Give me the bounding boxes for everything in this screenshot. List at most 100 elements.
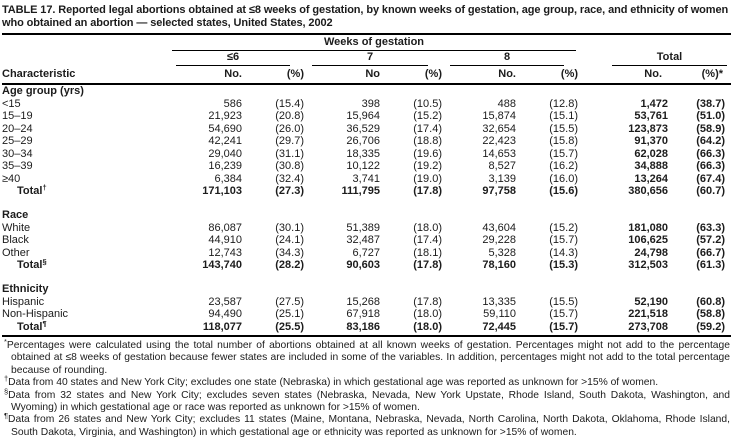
section-header: Age group (yrs) <box>2 85 84 97</box>
cell-number: 3,741 <box>352 172 380 185</box>
cell-number: 32,487 <box>346 234 380 246</box>
row-label-text: 35–39 <box>2 160 33 172</box>
cell-number: 29,228 <box>482 234 516 246</box>
table-header: Weeks of gestation ≤6 7 8 Total Characte… <box>2 36 732 85</box>
cell-percent: (57.2) <box>696 234 726 246</box>
column-gap <box>578 123 600 136</box>
column-gap <box>578 110 600 123</box>
cell-number: 5,328 <box>488 246 516 259</box>
spacer-cell <box>2 36 168 51</box>
cell-percent: (27.3) <box>275 185 304 197</box>
column-gap <box>578 185 600 198</box>
cell-number: 118,077 <box>168 320 242 337</box>
cell-number: 21,923 <box>208 110 242 122</box>
cell-number: 83,186 <box>304 320 380 337</box>
cell-number: 52,190 <box>634 295 669 308</box>
column-gap <box>578 247 600 260</box>
cell-number: 13,335 <box>482 295 516 308</box>
cell-number: 62,028 <box>634 147 669 160</box>
row-label-text: White <box>2 221 31 234</box>
cell-percent: (17.8) <box>413 295 442 308</box>
group-header-8: 8 <box>442 51 578 66</box>
cell-number: 54,690 <box>208 122 242 135</box>
cell-percent: (20.8) <box>275 110 304 122</box>
row-label-text: Total <box>17 320 43 333</box>
row-label: 30–34 <box>2 148 168 161</box>
cell-number: 398 <box>361 97 380 110</box>
cell-number: 15,964 <box>346 110 380 122</box>
cell-number: 23,587 <box>208 295 242 308</box>
cell-percent: (58.9) <box>696 122 726 135</box>
cell-number: 67,918 <box>346 308 380 320</box>
cell-percent: (16.0) <box>549 172 579 185</box>
row-label-text: Other <box>2 246 30 259</box>
row-label: Non-Hispanic <box>2 308 168 321</box>
spanner-row: Weeks of gestation <box>2 36 731 51</box>
spacer-cell <box>2 198 731 209</box>
section-header: Ethnicity <box>2 283 49 295</box>
cell-number: 3,139 <box>488 172 516 185</box>
spacer-cell <box>2 51 168 66</box>
cell-percent: (67.4) <box>696 172 726 185</box>
column-gap <box>578 173 600 186</box>
spacer-cell <box>600 36 731 51</box>
cell-percent: (66.3) <box>696 160 726 172</box>
cell-percent: (66.3) <box>696 147 726 160</box>
cell-percent: (25.5) <box>242 320 304 337</box>
row-label: ≥40 <box>2 173 168 186</box>
row-label: Total¶ <box>2 319 168 337</box>
footnote-marker: † <box>4 374 9 384</box>
cell-number: 29,040 <box>208 147 242 160</box>
cell-number: 6,384 <box>214 172 242 185</box>
footnote-marker: * <box>4 337 7 346</box>
cell-percent: (15.7) <box>516 320 579 337</box>
characteristic-header: Characteristic <box>2 65 168 85</box>
cell-number: 24,798 <box>634 246 669 259</box>
cell-percent: (17.4) <box>413 122 442 135</box>
cell-number: 181,080 <box>628 221 669 234</box>
col-header-pct-total: (%)* <box>676 65 732 85</box>
cell-percent: (28.2) <box>275 259 304 271</box>
table-title: TABLE 17. Reported legal abortions obtai… <box>2 3 731 35</box>
footnote-text: Data from 40 states and New York City; e… <box>8 377 659 389</box>
cell-percent: (15.3) <box>549 259 579 271</box>
cell-percent: (25.1) <box>275 308 304 320</box>
col-header-no-7: No <box>304 65 380 85</box>
column-gap <box>578 135 600 148</box>
table-row: 30–34 29,040 (31.1) 18,335 (19.6) 14,653 (15.7… <box>2 148 731 161</box>
cell-number: 97,758 <box>482 185 516 197</box>
cell-number: 488 <box>497 97 516 110</box>
section-header-row: Race <box>2 209 731 222</box>
cell-percent: (60.8) <box>696 295 726 308</box>
row-label: Black <box>2 234 168 247</box>
column-gap <box>578 36 600 51</box>
row-label-text: Total <box>17 185 43 197</box>
footnote-marker: § <box>4 386 9 396</box>
cell-number: 34,888 <box>634 160 669 172</box>
cell-percent: (15.5) <box>549 295 579 308</box>
cell-number: 15,268 <box>346 295 380 308</box>
cell-percent: (34.3) <box>275 246 304 259</box>
cell-percent: (24.1) <box>275 234 304 246</box>
cell-number: 221,518 <box>628 308 669 320</box>
column-gap <box>578 222 600 235</box>
table-row: Hispanic 23,587 (27.5) 15,268 (17.8) 13,335 (1… <box>2 296 731 309</box>
cell-percent: (15.5) <box>549 122 579 135</box>
row-label: Total§ <box>2 258 168 272</box>
cell-percent: (15.2) <box>413 110 442 122</box>
cell-percent: (18.0) <box>413 221 442 234</box>
cell-percent: (63.3) <box>696 221 726 234</box>
cell-number: 12,743 <box>208 246 242 259</box>
cell-number: 42,241 <box>208 135 242 147</box>
cell-number: 86,087 <box>208 221 242 234</box>
table-row: White 86,087 (30.1) 51,389 (18.0) 43,604 (15.2… <box>2 222 731 235</box>
spacer-cell <box>2 272 731 283</box>
cell-percent: (15.6) <box>549 185 579 197</box>
row-label: Total† <box>2 184 168 198</box>
table-row: 25–29 42,241 (29.7) 26,706 (18.8) 22,423 (15.8… <box>2 135 731 148</box>
cell-number: 22,423 <box>482 135 516 147</box>
row-label: 15–19 <box>2 110 168 123</box>
row-label-text: 25–29 <box>2 135 33 147</box>
footnote-text: Data from 26 states and New York City; e… <box>8 414 730 438</box>
footnote-text: Data from 32 states and New York City; e… <box>8 389 730 414</box>
